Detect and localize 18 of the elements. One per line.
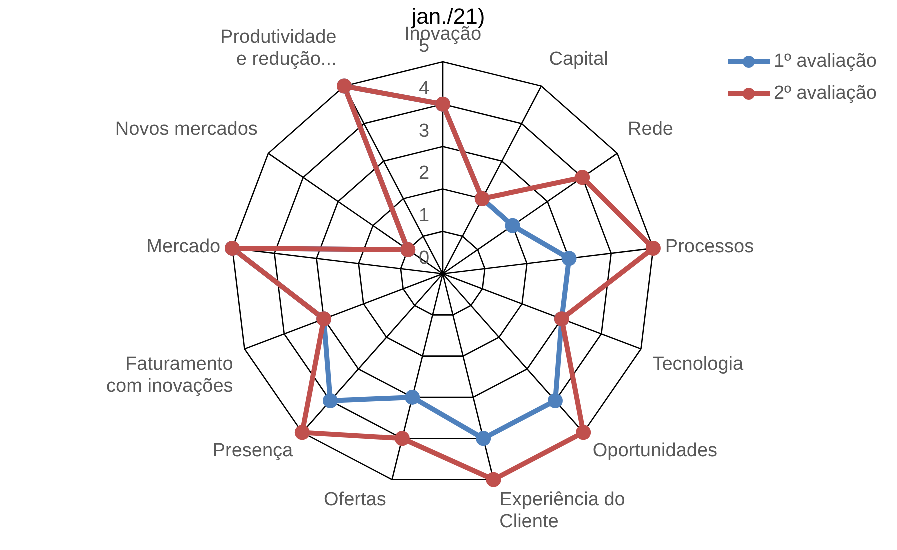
spoke-label: Oportunidades bbox=[592, 440, 718, 462]
y-tick-label: 4 bbox=[419, 78, 430, 100]
legend-label: 2º avaliação bbox=[774, 83, 877, 105]
spoke-label: Faturamento com inovações bbox=[106, 354, 234, 398]
spoke-label: Tecnologia bbox=[652, 354, 744, 376]
spoke-label: Experiência do Cliente bbox=[500, 490, 626, 533]
y-tick-label: 1 bbox=[419, 206, 430, 227]
spoke-label: Rede bbox=[628, 119, 674, 140]
spoke-label: Produtividade e redução... bbox=[220, 27, 337, 70]
spoke-label: Novos mercados bbox=[115, 119, 258, 140]
spoke-label: Presença bbox=[212, 440, 294, 462]
y-tick-label: 2 bbox=[419, 163, 430, 184]
spoke-label: Mercado bbox=[146, 236, 221, 258]
legend-label: 1º avaliação bbox=[774, 51, 877, 73]
spoke-label: Ofertas bbox=[324, 490, 386, 511]
spoke-label: Capital bbox=[549, 49, 608, 70]
y-tick-label: 3 bbox=[419, 120, 430, 142]
spoke-label: Processos bbox=[665, 236, 754, 258]
